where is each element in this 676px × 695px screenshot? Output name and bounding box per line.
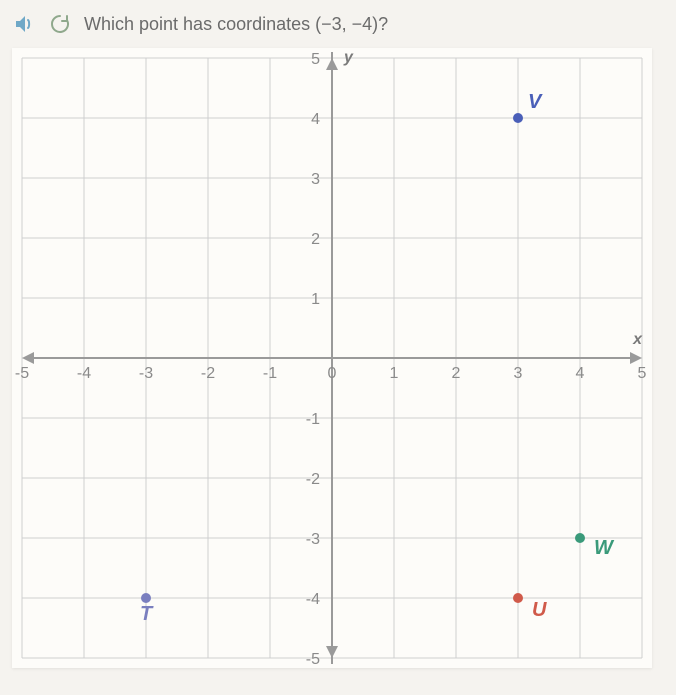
point-T[interactable] xyxy=(141,593,151,603)
svg-text:3: 3 xyxy=(514,365,523,382)
question-header: Which point has coordinates (−3, −4)? xyxy=(12,12,664,36)
svg-text:x: x xyxy=(632,331,643,348)
svg-text:-1: -1 xyxy=(306,411,320,428)
svg-text:-1: -1 xyxy=(263,365,277,382)
svg-text:y: y xyxy=(343,49,354,66)
point-label-V: V xyxy=(528,91,543,113)
svg-text:5: 5 xyxy=(638,365,647,382)
svg-text:3: 3 xyxy=(311,171,320,188)
svg-text:-3: -3 xyxy=(306,531,320,548)
speaker-icon[interactable] xyxy=(12,12,36,36)
svg-text:-4: -4 xyxy=(306,591,320,608)
svg-text:-4: -4 xyxy=(77,365,91,382)
svg-text:2: 2 xyxy=(311,231,320,248)
svg-text:4: 4 xyxy=(311,111,320,128)
coordinate-plane: -5 -4 -3 -2 -1 0 1 2 3 4 5 -5 -4 -3 -2 -1 1 2 3 4 5 x y V W U T xyxy=(12,48,652,668)
point-label-T: T xyxy=(140,603,154,625)
svg-text:1: 1 xyxy=(390,365,399,382)
point-W[interactable] xyxy=(575,533,585,543)
point-U[interactable] xyxy=(513,593,523,603)
svg-text:5: 5 xyxy=(311,51,320,68)
svg-text:-2: -2 xyxy=(306,471,320,488)
point-label-U: U xyxy=(532,599,547,621)
svg-text:0: 0 xyxy=(328,365,337,382)
svg-text:-2: -2 xyxy=(201,365,215,382)
point-V[interactable] xyxy=(513,113,523,123)
point-label-W: W xyxy=(594,537,615,559)
svg-text:2: 2 xyxy=(452,365,461,382)
svg-text:-3: -3 xyxy=(139,365,153,382)
svg-text:-5: -5 xyxy=(306,651,320,668)
svg-text:1: 1 xyxy=(311,291,320,308)
question-text: Which point has coordinates (−3, −4)? xyxy=(84,14,388,35)
refresh-icon[interactable] xyxy=(48,12,72,36)
svg-text:4: 4 xyxy=(576,365,585,382)
svg-text:-5: -5 xyxy=(15,365,29,382)
